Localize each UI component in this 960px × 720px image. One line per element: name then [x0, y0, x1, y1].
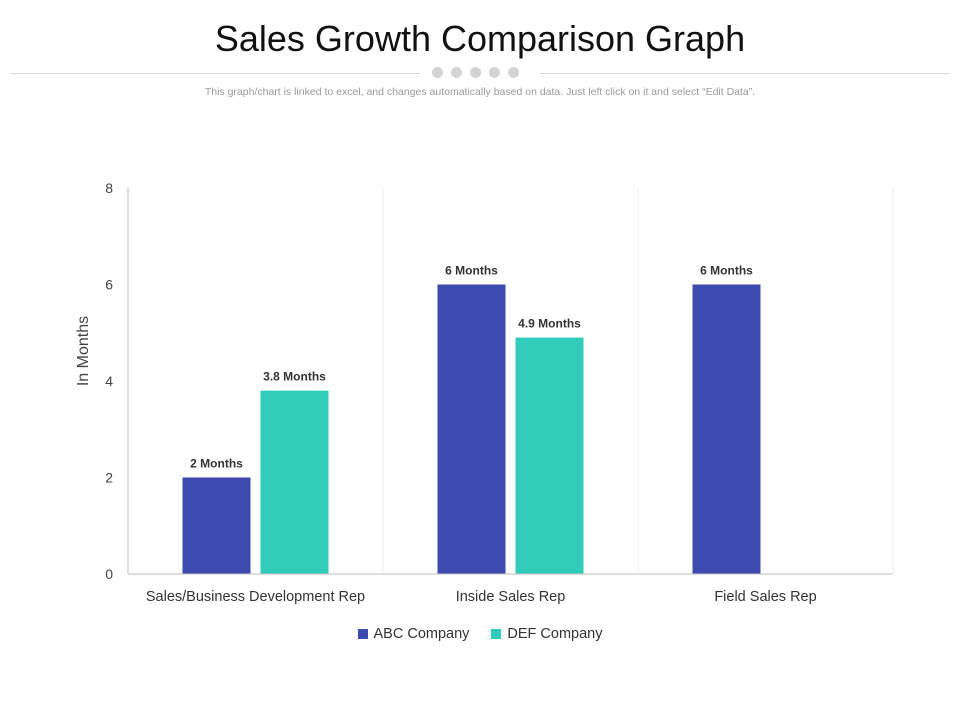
- bar: [437, 284, 506, 574]
- y-axis-title: In Months: [75, 316, 92, 386]
- data-label: 6 Months: [445, 264, 498, 278]
- chart-grid: [382, 188, 894, 574]
- data-label: 2 Months: [190, 457, 243, 471]
- dot: [432, 67, 443, 78]
- page-subtitle: This graph/chart is linked to excel, and…: [204, 86, 756, 98]
- y-tick-label: 4: [105, 373, 113, 389]
- y-tick-label: 8: [105, 180, 113, 196]
- page-title: Sales Growth Comparison Graph: [214, 18, 746, 59]
- legend-swatch: [357, 629, 368, 639]
- data-labels: 2 Months 3.8 Months 6 Months 4.9 Months 6 Mo…: [190, 264, 753, 471]
- legend-label: DEF Company: [507, 626, 603, 642]
- dot: [451, 67, 462, 78]
- x-axis: Sales/Business Development Rep Inside Sal…: [128, 573, 893, 605]
- data-label: 4.9 Months: [518, 317, 581, 331]
- decorative-dots: [432, 67, 519, 78]
- dot: [508, 67, 519, 78]
- y-tick-label: 6: [105, 277, 113, 293]
- dot: [489, 67, 500, 78]
- bar: [692, 284, 761, 574]
- legend-item: DEF Company: [491, 626, 603, 642]
- data-label: 3.8 Months: [263, 370, 326, 384]
- title-divider-left: [10, 73, 420, 74]
- y-tick-label: 0: [105, 566, 113, 582]
- x-tick-label: Inside Sales Rep: [456, 589, 566, 605]
- legend-item: ABC Company: [357, 626, 470, 642]
- bar: [515, 337, 584, 574]
- y-tick-label: 2: [105, 470, 113, 486]
- bar: [182, 477, 251, 574]
- x-tick-label: Field Sales Rep: [714, 589, 816, 605]
- y-axis: 0 2 4 6 8: [105, 180, 129, 582]
- bar: [260, 390, 329, 574]
- legend-label: ABC Company: [373, 626, 470, 642]
- legend-swatch: [491, 629, 502, 639]
- title-divider-right: [540, 73, 950, 74]
- chart-bars: [182, 284, 761, 574]
- dot: [470, 67, 481, 78]
- x-tick-label: Sales/Business Development Rep: [146, 589, 365, 605]
- data-label: 6 Months: [700, 264, 753, 278]
- chart-legend: ABC Company DEF Company: [0, 626, 960, 642]
